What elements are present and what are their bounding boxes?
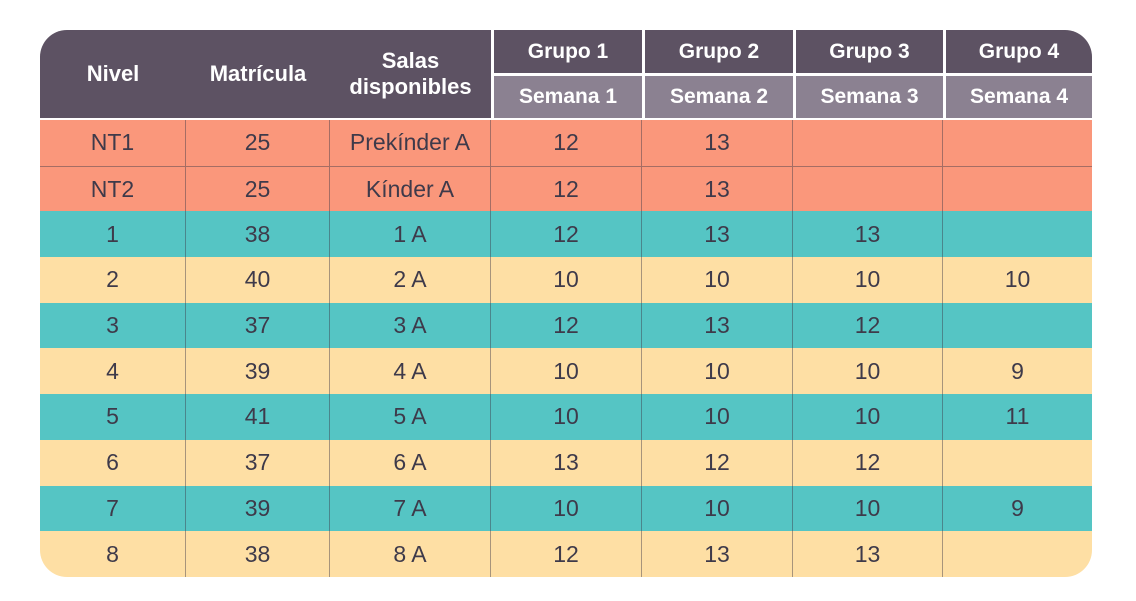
cell-2-c4: 10 (642, 257, 793, 303)
cell-5-c4: 10 (642, 394, 793, 440)
cell-8-c4: 13 (642, 531, 793, 577)
cell-8-c5: 13 (793, 531, 943, 577)
cell-nt1-c5 (793, 120, 943, 166)
cell-8-c6 (943, 531, 1092, 577)
cell-7-c1: 39 (186, 485, 330, 532)
cell-8-c0: 8 (40, 531, 186, 577)
cell-7-c2: 7 A (330, 485, 491, 532)
cell-4-c4: 10 (642, 348, 793, 395)
cell-7-c4: 10 (642, 485, 793, 532)
header-cell-matrícula: Matrícula (186, 30, 330, 118)
cell-4-c5: 10 (793, 348, 943, 395)
cell-3-c4: 13 (642, 302, 793, 349)
cell-6-c2: 6 A (330, 439, 491, 486)
cell-4-c1: 39 (186, 348, 330, 395)
cell-2-c2: 2 A (330, 257, 491, 303)
cell-nt1-c3: 12 (491, 120, 642, 166)
cell-4-c0: 4 (40, 348, 186, 395)
cell-7-c5: 10 (793, 485, 943, 532)
cell-7-c3: 10 (491, 485, 642, 532)
cell-1-c1: 38 (186, 211, 330, 258)
cell-1-c6 (943, 211, 1092, 258)
cell-1-c0: 1 (40, 211, 186, 258)
cell-6-c3: 13 (491, 439, 642, 486)
cell-8-c1: 38 (186, 531, 330, 577)
cell-nt2-c2: Kínder A (330, 165, 491, 212)
cell-3-c2: 3 A (330, 302, 491, 349)
header-cell-salas-disponibles: Salas disponibles (330, 30, 491, 118)
cell-6-c0: 6 (40, 439, 186, 486)
table-body: NT1 25 Prekínder A 12 13 NT2 25 Kínder A 12 13 1 38… (40, 120, 1092, 577)
cell-2-c5: 10 (793, 257, 943, 303)
cell-nt2-c5 (793, 165, 943, 212)
cell-1-c2: 1 A (330, 211, 491, 258)
cell-2-c3: 10 (491, 257, 642, 303)
cell-nt1-c0: NT1 (40, 120, 186, 166)
header-cell-grupo-4: Grupo 4 (943, 30, 1092, 73)
cell-nt1-c4: 13 (642, 120, 793, 166)
table-header: Nivel Matrícula Salas disponibles Grupo 1 Se… (40, 30, 1092, 120)
cell-4-c6: 9 (943, 348, 1092, 395)
cell-1-c5: 13 (793, 211, 943, 258)
cell-nt1-c6 (943, 120, 1092, 166)
cell-6-c1: 37 (186, 439, 330, 486)
cell-5-c2: 5 A (330, 394, 491, 440)
cell-3-c5: 12 (793, 302, 943, 349)
cell-6-c4: 12 (642, 439, 793, 486)
cell-5-c0: 5 (40, 394, 186, 440)
cell-8-c2: 8 A (330, 531, 491, 577)
cell-nt2-c3: 12 (491, 165, 642, 212)
header-cell-semana-1: Semana 1 (491, 76, 642, 118)
cell-5-c1: 41 (186, 394, 330, 440)
header-cell-grupo-2: Grupo 2 (642, 30, 793, 73)
cell-8-c3: 12 (491, 531, 642, 577)
cell-2-c0: 2 (40, 257, 186, 303)
cell-nt1-c1: 25 (186, 120, 330, 166)
cell-3-c6 (943, 302, 1092, 349)
cell-6-c6 (943, 439, 1092, 486)
cell-nt2-c4: 13 (642, 165, 793, 212)
cell-6-c5: 12 (793, 439, 943, 486)
header-cell-semana-4: Semana 4 (943, 76, 1092, 118)
header-cell-semana-2: Semana 2 (642, 76, 793, 118)
cell-5-c3: 10 (491, 394, 642, 440)
header-cell-semana-3: Semana 3 (793, 76, 943, 118)
cell-nt2-c1: 25 (186, 165, 330, 212)
cell-1-c3: 12 (491, 211, 642, 258)
cell-1-c4: 13 (642, 211, 793, 258)
cell-4-c2: 4 A (330, 348, 491, 395)
cell-3-c0: 3 (40, 302, 186, 349)
header-cell-grupo-1: Grupo 1 (491, 30, 642, 73)
cell-nt1-c2: Prekínder A (330, 120, 491, 166)
cell-3-c3: 12 (491, 302, 642, 349)
cell-4-c3: 10 (491, 348, 642, 395)
header-cell-nivel: Nivel (40, 30, 186, 118)
cell-7-c0: 7 (40, 485, 186, 532)
cell-5-c5: 10 (793, 394, 943, 440)
cell-7-c6: 9 (943, 485, 1092, 532)
cell-nt2-c6 (943, 165, 1092, 212)
cell-3-c1: 37 (186, 302, 330, 349)
schedule-table: Nivel Matrícula Salas disponibles Grupo 1 Se… (40, 30, 1092, 577)
cell-2-c1: 40 (186, 257, 330, 303)
header-cell-grupo-3: Grupo 3 (793, 30, 943, 73)
cell-nt2-c0: NT2 (40, 165, 186, 212)
cell-2-c6: 10 (943, 257, 1092, 303)
cell-5-c6: 11 (943, 394, 1092, 440)
